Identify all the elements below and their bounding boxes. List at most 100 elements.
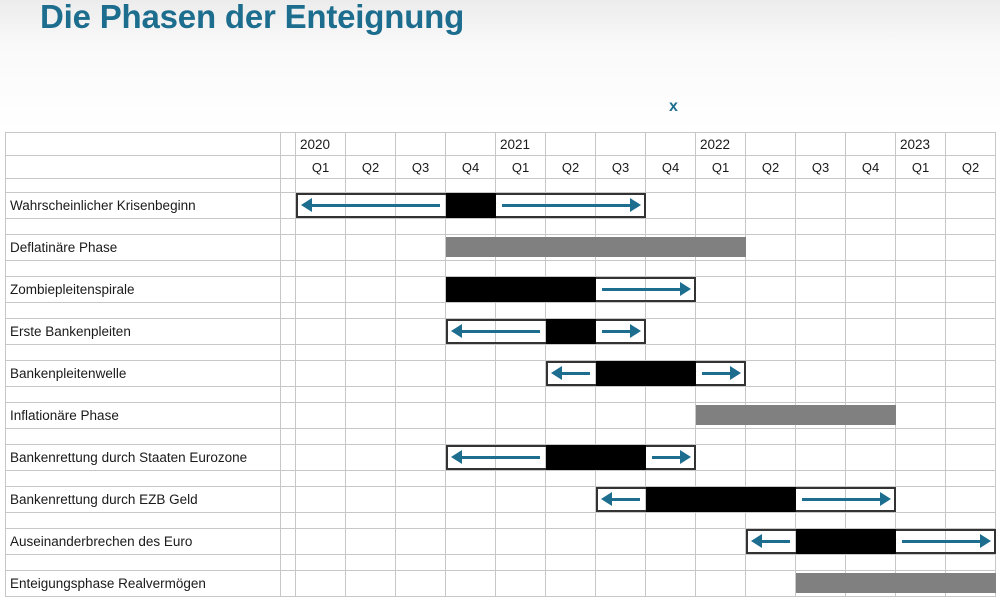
- grid-cell: [946, 219, 996, 234]
- bar-black: [446, 193, 496, 218]
- grid-cell: [746, 387, 796, 402]
- grid-cell: [346, 529, 396, 554]
- grid-cell: [296, 179, 346, 192]
- gap-cell: [281, 529, 296, 554]
- grid-cell: [696, 529, 746, 554]
- row-label: Auseinanderbrechen des Euro: [6, 529, 281, 554]
- grid-cell: [896, 261, 946, 276]
- grid-cell: [946, 471, 996, 486]
- grid-cell: [346, 487, 396, 512]
- quarter-label: Q2: [546, 156, 596, 178]
- grid-cell: [846, 429, 896, 444]
- grid-cell: [346, 445, 396, 470]
- grid-cell: [596, 513, 646, 528]
- grid-cell: [346, 303, 396, 318]
- gantt-row: Zombiepleitenspirale: [6, 277, 996, 303]
- grid-cell: [446, 261, 496, 276]
- gap-cell: [281, 303, 296, 318]
- grid-cell: [796, 303, 846, 318]
- gap-cell: [281, 156, 296, 178]
- grid-cell: [496, 219, 546, 234]
- grid-cell: [796, 179, 846, 192]
- arrow-right-icon: [652, 450, 691, 464]
- quarter-label: Q3: [796, 156, 846, 178]
- grid-cell: [646, 303, 696, 318]
- grid-cell: [696, 513, 746, 528]
- grid-cell: [696, 429, 746, 444]
- grid-cell: [396, 261, 446, 276]
- grid-cell: [296, 513, 346, 528]
- grid-cell: [496, 179, 546, 192]
- grid-cell: [696, 471, 746, 486]
- grid-cell: [496, 513, 546, 528]
- grid-cell: [396, 529, 446, 554]
- gap-cell: [281, 513, 296, 528]
- bar-gray: [446, 237, 746, 257]
- grid-cell: [746, 219, 796, 234]
- grid-cell: [796, 387, 846, 402]
- quarter-label: Q4: [646, 156, 696, 178]
- grid-cell: [946, 345, 996, 360]
- gap-cell: [281, 471, 296, 486]
- grid-cell: [546, 219, 596, 234]
- spacer-row: [6, 513, 996, 529]
- grid-cell: [796, 361, 846, 386]
- grid-cell: [346, 319, 396, 344]
- grid-cell: [396, 555, 446, 570]
- grid-cell: [946, 387, 996, 402]
- grid-cell: [296, 261, 346, 276]
- grid-cell: [846, 179, 896, 192]
- grid-cell: [896, 487, 946, 512]
- year-label: 2022: [696, 133, 746, 155]
- row-label: Erste Bankenpleiten: [6, 319, 281, 344]
- grid-cell: [696, 445, 746, 470]
- grid-cell: [296, 303, 346, 318]
- grid-cell: [846, 345, 896, 360]
- arrow-right-icon: [902, 534, 991, 548]
- grid-cell: [796, 345, 846, 360]
- grid-cell: [296, 571, 346, 596]
- row-label: Bankenpleitenwelle: [6, 361, 281, 386]
- year-label: [346, 133, 396, 155]
- grid-cell: [446, 513, 496, 528]
- quarter-label: Q1: [896, 156, 946, 178]
- grid-cell: [796, 261, 846, 276]
- grid-cell: [946, 261, 996, 276]
- grid-cell: [846, 219, 896, 234]
- grid-cell: [396, 319, 446, 344]
- grid-cell: [496, 487, 546, 512]
- page-title: Die Phasen der Enteignung: [40, 0, 465, 35]
- grid-cell: [546, 345, 596, 360]
- grid-cell: [746, 571, 796, 596]
- grid-cell: [396, 513, 446, 528]
- grid-cell: [396, 487, 446, 512]
- grid-cell: [396, 235, 446, 260]
- grid-cell: [896, 319, 946, 344]
- grid-cell: [696, 277, 746, 302]
- grid-cell: [696, 219, 746, 234]
- grid-cell: [696, 261, 746, 276]
- gap-cell: [281, 261, 296, 276]
- gap-cell: [281, 277, 296, 302]
- row-label-cell: [6, 179, 281, 192]
- grid-cell: [396, 277, 446, 302]
- grid-cell: [346, 403, 396, 428]
- grid-cell: [946, 555, 996, 570]
- year-label: [546, 133, 596, 155]
- grid-cell: [346, 235, 396, 260]
- gap-cell: [281, 219, 296, 234]
- grid-cell: [896, 235, 946, 260]
- gantt-row: Inflationäre Phase: [6, 403, 996, 429]
- grid-cell: [946, 361, 996, 386]
- gantt-row: Wahrscheinlicher Krisenbeginn: [6, 193, 996, 219]
- grid-cell: [646, 555, 696, 570]
- arrow-left-icon: [751, 534, 790, 548]
- bar-black: [796, 529, 896, 554]
- grid-cell: [746, 429, 796, 444]
- grid-cell: [946, 179, 996, 192]
- gap-cell: [281, 235, 296, 260]
- row-label-cell: [6, 345, 281, 360]
- grid-cell: [896, 179, 946, 192]
- bar-black: [546, 319, 596, 344]
- row-label: Wahrscheinlicher Krisenbeginn: [6, 193, 281, 218]
